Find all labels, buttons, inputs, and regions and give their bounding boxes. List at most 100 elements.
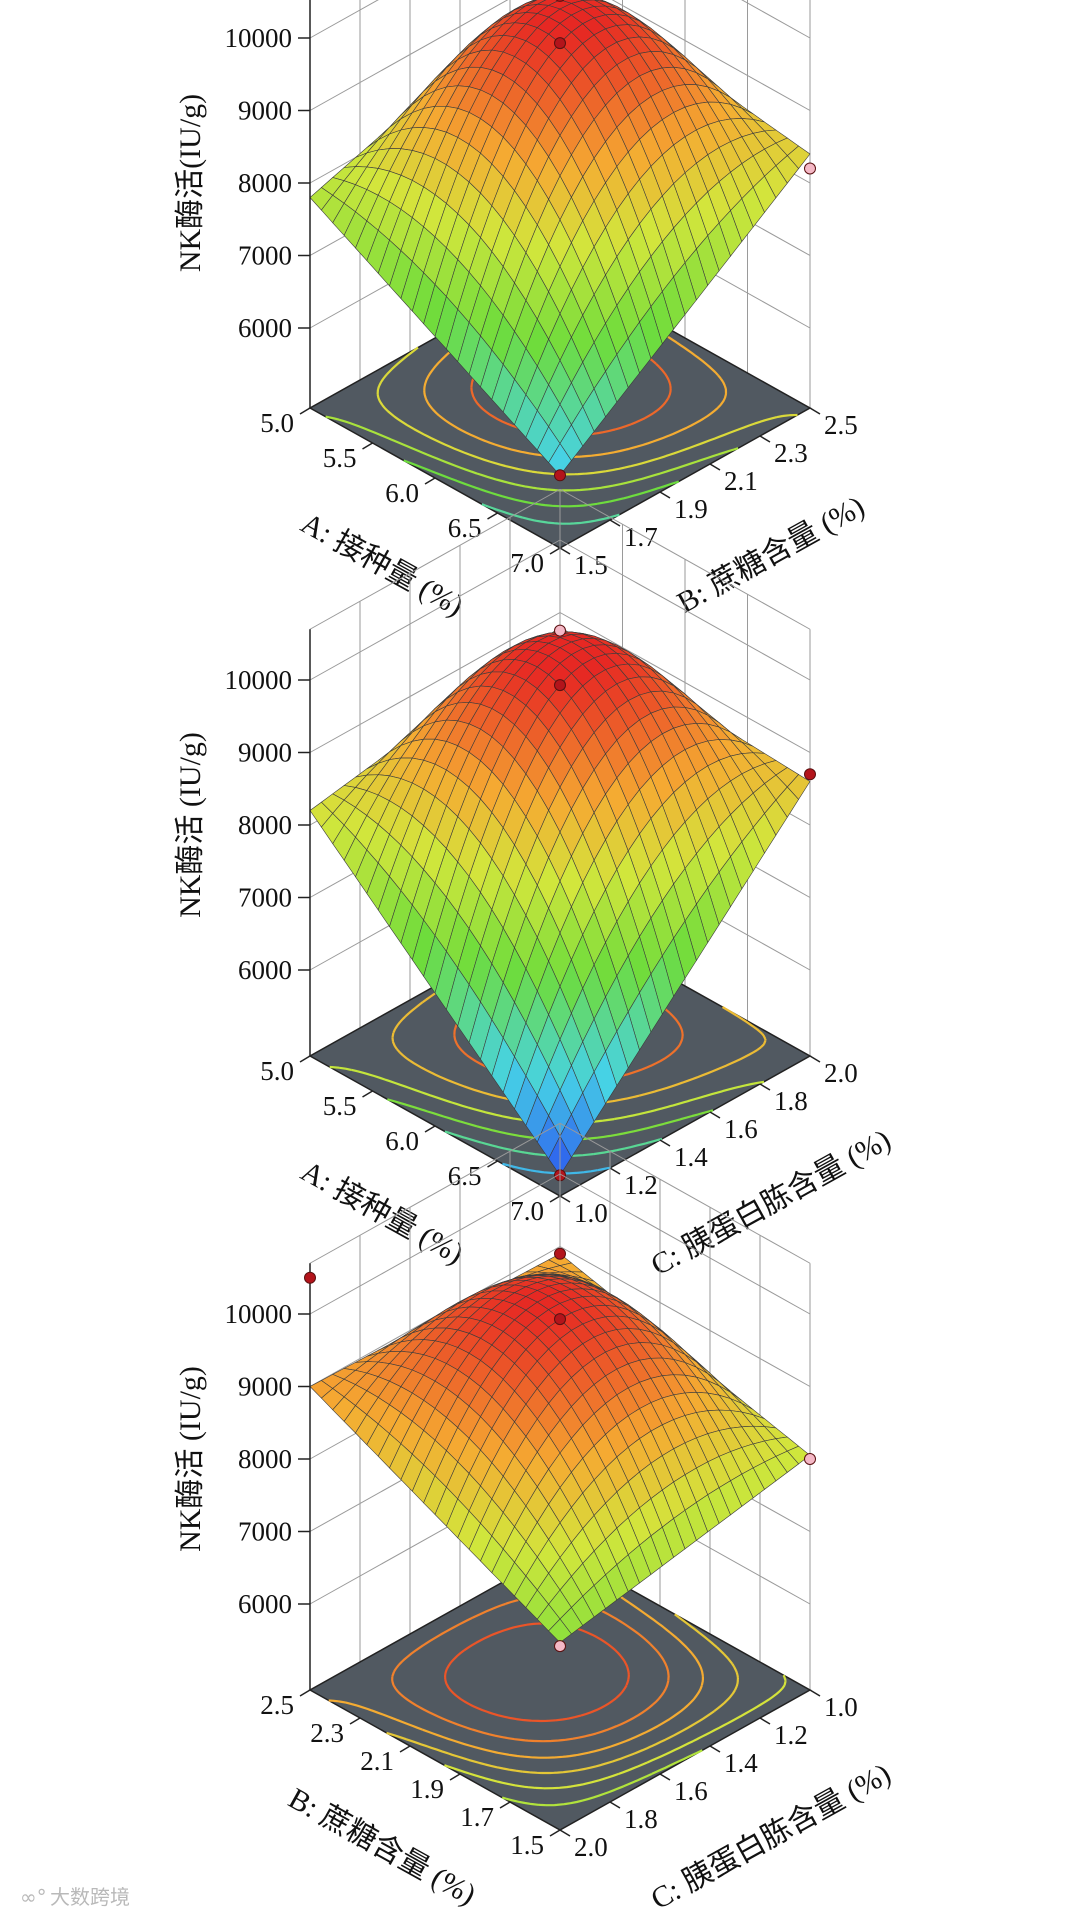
x-tick-mark [549, 1195, 561, 1203]
x-tick-mark [362, 1090, 373, 1098]
y-tick-mark [709, 463, 721, 471]
y-tick-label: 1.8 [624, 1804, 658, 1834]
x-tick-mark [424, 477, 436, 485]
wall-gridline [559, 1122, 811, 1264]
x-tick-label: 7.0 [510, 548, 544, 578]
x-tick-mark [424, 1125, 436, 1133]
y-tick-label: 1.0 [824, 1692, 858, 1722]
x-tick-label: 6.5 [448, 513, 482, 543]
y-tick-label: 2.0 [574, 1832, 608, 1862]
data-point [304, 1271, 316, 1284]
data-point [804, 1453, 816, 1465]
surface-plot-ab: 6000 7000 8000 9000 10000 NK酶活(IU/g) 5.0 5.5 6.0… [174, 0, 870, 623]
z-axis-label: NK酶活(IU/g) [174, 94, 207, 272]
x-tick-label: 2.1 [360, 1746, 394, 1776]
data-point [554, 679, 566, 692]
y-tick-label: 1.7 [624, 522, 658, 552]
z-axis-label: NK酶活 (IU/g) [174, 1366, 207, 1552]
z-tick-label: 9000 [238, 96, 292, 126]
wall-gridline [559, 1173, 811, 1315]
z-tick-label: 6000 [238, 313, 292, 343]
wall-gridline [309, 1173, 561, 1315]
y-tick-label: 2.1 [724, 466, 758, 496]
watermark-group: ∞° 大数跨境 [20, 1885, 130, 1909]
x-tick-label: 6.0 [385, 478, 419, 508]
watermark-icon: ∞° [20, 1885, 47, 1909]
data-point [804, 162, 816, 175]
design-points [304, 1247, 816, 1653]
z-tick-label: 7000 [238, 1517, 292, 1547]
x-tick-label: 2.5 [260, 1690, 294, 1720]
z-tick-label: 8000 [238, 810, 292, 840]
surface-cell [548, 1618, 572, 1643]
x-tick-mark [487, 1160, 498, 1168]
z-tick-label: 10000 [225, 665, 293, 695]
y-tick-mark [809, 1055, 821, 1063]
data-point [804, 768, 816, 781]
x-tick-label: 1.7 [460, 1802, 494, 1832]
y-tick-label: 1.4 [674, 1142, 708, 1172]
z-tick-label: 9000 [238, 738, 292, 768]
x-axis-label: A: 接种量 (%) [295, 1155, 468, 1271]
data-point [554, 1247, 566, 1260]
wall-gridline [309, 539, 561, 681]
x-tick-mark [549, 1829, 561, 1837]
wall-gridline [309, 0, 509, 111]
x-tick-label: 7.0 [510, 1196, 544, 1226]
contour-line [444, 1674, 787, 1790]
y-tick-label: 1.8 [774, 1086, 808, 1116]
y-tick-mark [559, 1195, 571, 1203]
y-tick-label: 1.6 [724, 1114, 758, 1144]
z-axis-label: NK酶活 (IU/g) [174, 732, 207, 918]
y-tick-mark [559, 547, 571, 555]
y-tick-mark [759, 435, 771, 443]
z-tick-label: 7000 [238, 241, 292, 271]
data-point [554, 1313, 566, 1326]
wall-gridline [559, 612, 811, 753]
data-point [554, 624, 566, 637]
x-tick-label: 5.0 [260, 408, 294, 438]
x-tick-mark [362, 442, 373, 450]
z-tick-label: 10000 [225, 1299, 293, 1329]
design-points [554, 0, 816, 482]
wall-gridline [559, 539, 811, 681]
z-tick-label: 7000 [238, 883, 292, 913]
x-tick-label: 6.0 [385, 1126, 419, 1156]
wall-gridline [559, 1246, 811, 1387]
y-tick-mark [809, 1689, 821, 1697]
y-tick-mark [559, 1829, 571, 1837]
x-tick-mark [399, 1745, 411, 1753]
watermark-text: 大数跨境 [50, 1885, 130, 1909]
y-tick-mark [709, 1745, 721, 1753]
x-tick-label: 5.0 [260, 1056, 294, 1086]
y-tick-mark [659, 1139, 671, 1147]
y-tick-mark [659, 1773, 671, 1781]
response-surface [309, 1253, 811, 1643]
wall-gridline [309, 612, 561, 753]
data-point [554, 469, 566, 482]
surface-plot-bc: 6000 7000 8000 9000 10000 NK酶活 (IU/g) 2.5 2.3 2.… [174, 1122, 896, 1915]
y-tick-label: 2.3 [774, 438, 808, 468]
x-tick-label: 1.5 [510, 1830, 544, 1860]
y-tick-label: 2.0 [824, 1058, 858, 1088]
response-surface [309, 626, 811, 1176]
x-tick-mark [549, 547, 561, 555]
x-tick-mark [499, 1801, 511, 1809]
wall-gridline [309, 0, 379, 39]
data-point [554, 37, 566, 50]
x-axis-label: B: 蔗糖含量 (%) [283, 1782, 481, 1912]
y-tick-label: 1.2 [624, 1170, 658, 1200]
y-tick-label: 1.2 [774, 1720, 808, 1750]
wall-gridline [741, 0, 811, 39]
z-tick-label: 10000 [225, 23, 293, 53]
y-tick-mark [809, 407, 821, 415]
data-point [554, 1640, 566, 1653]
y-tick-mark [759, 1717, 771, 1725]
x-tick-mark [349, 1717, 361, 1725]
y-tick-label: 1.0 [574, 1198, 608, 1228]
y-tick-mark [609, 1801, 621, 1809]
z-tick-label: 6000 [238, 955, 292, 985]
y-tick-label: 1.9 [674, 494, 708, 524]
z-tick-label: 9000 [238, 1372, 292, 1402]
wall-gridline [309, 488, 561, 630]
